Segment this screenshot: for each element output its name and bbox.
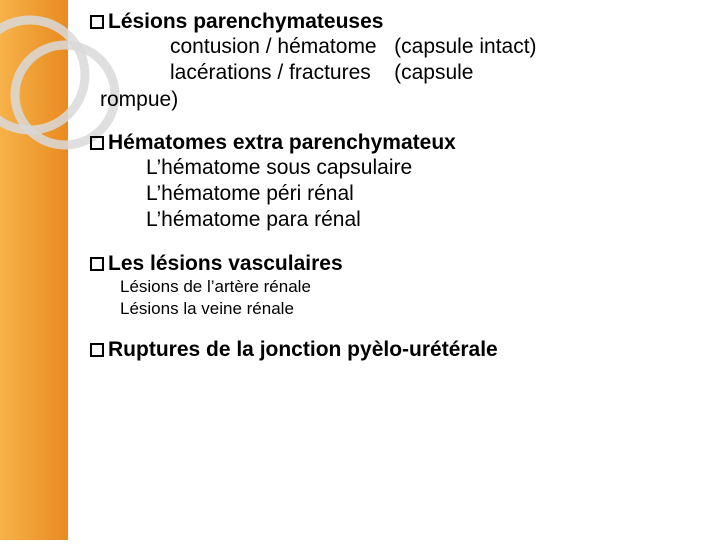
heading-2-text: Hématomes extra parenchymateux	[108, 131, 456, 154]
section-ruptures: Ruptures de la jonction pyèlo-urétérale	[90, 338, 690, 362]
section-hematomes: Hématomes extra parenchymateux L’hématom…	[90, 131, 690, 234]
s1-line3: rompue)	[90, 87, 690, 113]
s1-line2: lacérations / fractures (capsule	[90, 60, 690, 86]
bullet-square-icon	[90, 343, 104, 357]
s1-line1a: contusion / hématome	[170, 35, 377, 58]
s2-line1: L’hématome sous capsulaire	[90, 155, 690, 181]
heading-1: Lésions parenchymateuses	[90, 10, 690, 34]
heading-3-text: Les lésions vasculaires	[108, 252, 343, 275]
s1-line2a: lacérations / fractures	[170, 61, 371, 84]
bullet-square-icon	[90, 15, 104, 29]
s2-line3: L’hématome para rénal	[90, 207, 690, 233]
bullet-square-icon	[90, 257, 104, 271]
s1-line2b: (capsule	[394, 61, 473, 84]
s1-line1: contusion / hématome (capsule intact)	[90, 34, 690, 60]
heading-4: Ruptures de la jonction pyèlo-urétérale	[90, 338, 690, 362]
heading-1-text: Lésions parenchymateuses	[108, 10, 383, 33]
s1-line1b: (capsule intact)	[394, 35, 536, 58]
section-vasculaires: Les lésions vasculaires Lésions de l’art…	[90, 252, 690, 320]
s3-line1: Lésions de l’artère rénale	[90, 276, 690, 298]
heading-3: Les lésions vasculaires	[90, 252, 690, 276]
heading-2: Hématomes extra parenchymateux	[90, 131, 690, 155]
section-lesions-parenchymateuses: Lésions parenchymateuses contusion / hém…	[90, 10, 690, 113]
slide-content: Lésions parenchymateuses contusion / hém…	[90, 10, 690, 380]
heading-4-text: Ruptures de la jonction pyèlo-urétérale	[108, 338, 498, 361]
s2-line2: L’hématome péri rénal	[90, 181, 690, 207]
s3-line2: Lésions la veine rénale	[90, 298, 690, 320]
bullet-square-icon	[90, 136, 104, 150]
